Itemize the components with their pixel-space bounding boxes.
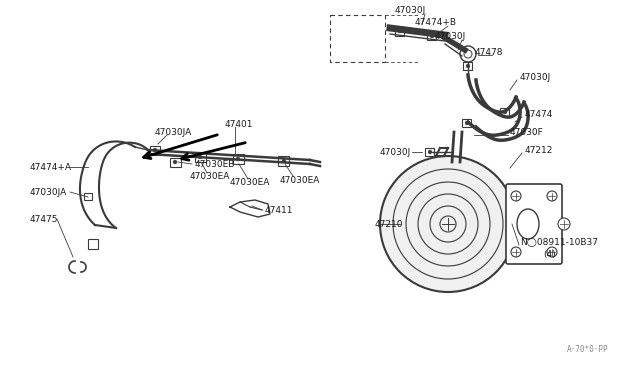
Circle shape: [153, 148, 157, 152]
Text: 47030J: 47030J: [380, 148, 412, 157]
Bar: [278, 156, 289, 166]
Bar: [463, 119, 472, 127]
Text: 47030JA: 47030JA: [30, 187, 67, 196]
Bar: [426, 148, 435, 156]
Circle shape: [466, 64, 470, 68]
Text: 47030JA: 47030JA: [155, 128, 192, 137]
Bar: [84, 193, 92, 200]
Circle shape: [173, 160, 177, 164]
Text: 47401: 47401: [225, 119, 253, 128]
Circle shape: [430, 34, 434, 38]
Circle shape: [236, 157, 240, 161]
Circle shape: [503, 110, 507, 114]
Bar: [500, 108, 509, 116]
Circle shape: [460, 46, 476, 62]
Circle shape: [547, 247, 557, 257]
Bar: [150, 145, 160, 154]
Bar: [88, 239, 98, 249]
Text: 47411: 47411: [265, 205, 294, 215]
Text: 47475: 47475: [30, 215, 58, 224]
Circle shape: [464, 50, 472, 58]
Text: 47212: 47212: [525, 145, 554, 154]
Circle shape: [282, 159, 286, 163]
Text: 47030J: 47030J: [435, 32, 467, 41]
Text: 47474+A: 47474+A: [30, 163, 72, 171]
Text: 47030EA: 47030EA: [280, 176, 321, 185]
Text: 47478: 47478: [475, 48, 504, 57]
Circle shape: [398, 29, 402, 33]
Text: 47474+B: 47474+B: [415, 17, 457, 26]
Circle shape: [547, 191, 557, 201]
Circle shape: [511, 247, 521, 257]
Bar: [428, 32, 436, 40]
Text: 47210: 47210: [375, 219, 403, 228]
Circle shape: [465, 121, 468, 125]
Text: 47030J: 47030J: [395, 6, 426, 15]
Text: 47030J: 47030J: [520, 73, 551, 81]
Bar: [463, 62, 472, 70]
Text: 47030EB: 47030EB: [195, 160, 236, 169]
Bar: [170, 157, 180, 167]
Text: N◯08911-10B37: N◯08911-10B37: [520, 237, 598, 247]
Circle shape: [428, 150, 432, 154]
Text: 47030F: 47030F: [510, 128, 544, 137]
Bar: [195, 152, 205, 162]
Text: 47474: 47474: [525, 109, 554, 119]
Text: (4): (4): [543, 250, 556, 259]
FancyBboxPatch shape: [506, 184, 562, 264]
Ellipse shape: [517, 209, 539, 239]
Text: 47030EA: 47030EA: [230, 177, 270, 186]
Circle shape: [380, 156, 516, 292]
Text: A·70*0·PP: A·70*0·PP: [566, 345, 608, 354]
Bar: [232, 154, 243, 164]
Circle shape: [511, 191, 521, 201]
Bar: [396, 26, 404, 35]
Circle shape: [198, 155, 202, 159]
Circle shape: [558, 218, 570, 230]
Text: 47030EA: 47030EA: [190, 171, 230, 180]
